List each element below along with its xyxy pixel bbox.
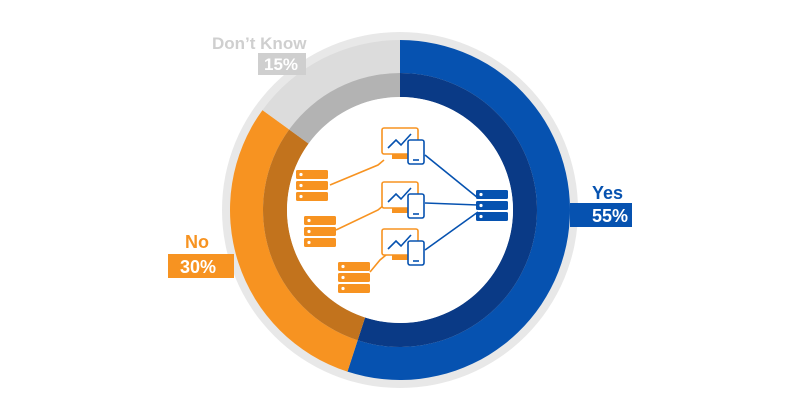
monitor-chart-icon [381,228,425,266]
legend-label-dont-know: Don’t Know [212,34,307,53]
value-box-yes [570,203,632,227]
label-yes: Yes 55% [570,183,632,227]
server-leds [299,172,483,291]
donut-slices [229,40,570,380]
server-stack-icon [296,170,328,201]
connector-line [424,154,479,199]
value-box-no [168,254,234,278]
server-stack-icon [338,262,370,293]
value-label-no: 30% [180,257,216,277]
value-label-dont-know: 15% [264,55,298,74]
monitor-chart-icon [381,127,425,165]
legend-label-yes: Yes [592,183,623,203]
server-stack-icon [476,190,508,221]
value-box-dont-know [258,53,306,75]
network-illustration [296,127,508,293]
value-label-yes: 55% [592,206,628,226]
slice-yes [347,40,570,380]
legend-label-no: No [185,232,209,252]
connector-line [369,254,387,273]
slice-inner-no [263,129,366,341]
monitor-chart-icon [381,181,425,219]
slice-no [229,110,358,372]
connector-line [424,211,479,251]
connector-line [424,202,479,206]
slice-don-t-know [262,40,400,130]
connector-line [329,159,385,186]
slice-inner-yes [357,73,537,347]
server-stack-icon [304,216,336,247]
label-no: No 30% [168,232,234,278]
slice-inner-don-t-know [289,73,400,144]
label-dont-know: Don’t Know 15% [212,34,307,75]
